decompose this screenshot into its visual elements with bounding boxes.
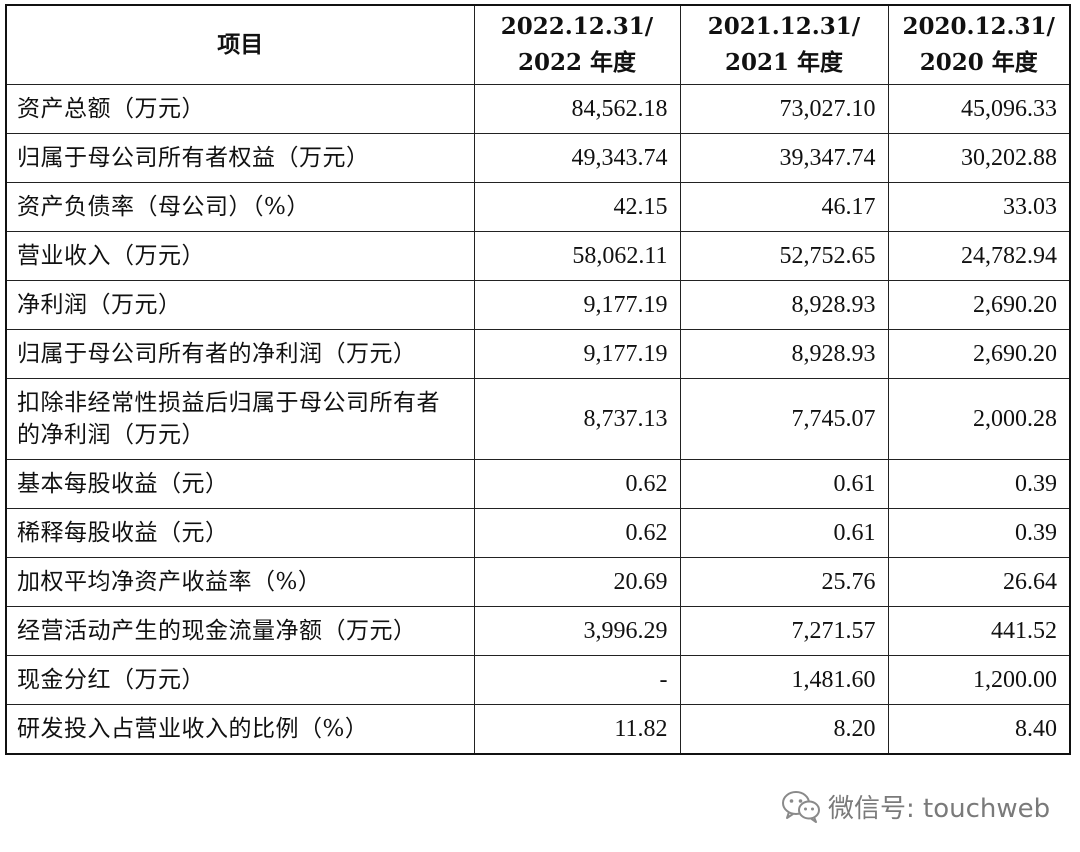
row-label: 归属于母公司所有者的净利润（万元） [5, 329, 475, 379]
cell-2021: 73,027.10 [679, 84, 889, 134]
row-label: 经营活动产生的现金流量净额（万元） [5, 606, 475, 656]
row-label: 现金分红（万元） [5, 655, 475, 705]
cell-2021: 8.20 [679, 704, 889, 755]
table-row: 净利润（万元） 9,177.19 8,928.93 2,690.20 [5, 280, 1071, 330]
financial-summary-table: 项目 2022.12.31/ 2022 年度 2021.12.31/ 2021 … [5, 4, 1071, 755]
row-label: 净利润（万元） [5, 280, 475, 330]
cell-2021: 25.76 [679, 557, 889, 607]
table-row: 资产总额（万元） 84,562.18 73,027.10 45,096.33 [5, 84, 1071, 134]
cell-2022: 58,062.11 [473, 231, 681, 281]
cell-2021: 52,752.65 [679, 231, 889, 281]
table-header-row: 项目 2022.12.31/ 2022 年度 2021.12.31/ 2021 … [5, 4, 1071, 85]
cell-2021: 46.17 [679, 182, 889, 232]
header-item: 项目 [5, 4, 475, 85]
cell-2022: 8,737.13 [473, 378, 681, 460]
cell-2020: 33.03 [887, 182, 1071, 232]
table-row: 经营活动产生的现金流量净额（万元） 3,996.29 7,271.57 441.… [5, 606, 1071, 656]
cell-2020: 30,202.88 [887, 133, 1071, 183]
table-row: 资产负债率（母公司）（%） 42.15 46.17 33.03 [5, 182, 1071, 232]
row-label: 研发投入占营业收入的比例（%） [5, 704, 475, 755]
cell-2022: 9,177.19 [473, 329, 681, 379]
cell-2020: 2,000.28 [887, 378, 1071, 460]
cell-2022: 0.62 [473, 459, 681, 509]
cell-2022: 0.62 [473, 508, 681, 558]
header-period-2020: 2020.12.31/ 2020 年度 [887, 4, 1071, 85]
cell-2020: 26.64 [887, 557, 1071, 607]
cell-2020: 2,690.20 [887, 280, 1071, 330]
row-label: 资产总额（万元） [5, 84, 475, 134]
table-row: 基本每股收益（元） 0.62 0.61 0.39 [5, 459, 1071, 509]
table-row: 稀释每股收益（元） 0.62 0.61 0.39 [5, 508, 1071, 558]
cell-2021: 7,271.57 [679, 606, 889, 656]
watermark-text: 微信号: touchweb [828, 793, 1051, 824]
cell-2020: 0.39 [887, 459, 1071, 509]
row-label: 资产负债率（母公司）（%） [5, 182, 475, 232]
row-label: 归属于母公司所有者权益（万元） [5, 133, 475, 183]
cell-2022: - [473, 655, 681, 705]
table-row: 研发投入占营业收入的比例（%） 11.82 8.20 8.40 [5, 704, 1071, 755]
cell-2020: 45,096.33 [887, 84, 1071, 134]
table-row: 加权平均净资产收益率（%） 20.69 25.76 26.64 [5, 557, 1071, 607]
header-period-2022: 2022.12.31/ 2022 年度 [473, 4, 681, 85]
header-period-2021: 2021.12.31/ 2021 年度 [679, 4, 889, 85]
cell-2022: 42.15 [473, 182, 681, 232]
cell-2021: 8,928.93 [679, 329, 889, 379]
cell-2022: 3,996.29 [473, 606, 681, 656]
cell-2020: 441.52 [887, 606, 1071, 656]
cell-2020: 24,782.94 [887, 231, 1071, 281]
cell-2022: 49,343.74 [473, 133, 681, 183]
cell-2021: 1,481.60 [679, 655, 889, 705]
table-row: 扣除非经常性损益后归属于母公司所有者的净利润（万元） 8,737.13 7,74… [5, 378, 1071, 460]
wechat-icon [782, 791, 820, 823]
cell-2022: 20.69 [473, 557, 681, 607]
cell-2021: 39,347.74 [679, 133, 889, 183]
cell-2020: 8.40 [887, 704, 1071, 755]
row-label: 稀释每股收益（元） [5, 508, 475, 558]
cell-2021: 8,928.93 [679, 280, 889, 330]
cell-2022: 84,562.18 [473, 84, 681, 134]
cell-2021: 0.61 [679, 508, 889, 558]
row-label: 基本每股收益（元） [5, 459, 475, 509]
cell-2021: 0.61 [679, 459, 889, 509]
cell-2022: 11.82 [473, 704, 681, 755]
cell-2020: 2,690.20 [887, 329, 1071, 379]
row-label: 营业收入（万元） [5, 231, 475, 281]
table-row: 归属于母公司所有者权益（万元） 49,343.74 39,347.74 30,2… [5, 133, 1071, 183]
table-row: 营业收入（万元） 58,062.11 52,752.65 24,782.94 [5, 231, 1071, 281]
cell-2020: 1,200.00 [887, 655, 1071, 705]
watermark: 微信号: touchweb [780, 786, 1050, 826]
cell-2020: 0.39 [887, 508, 1071, 558]
row-label: 扣除非经常性损益后归属于母公司所有者的净利润（万元） [5, 378, 475, 460]
table-row: 现金分红（万元） - 1,481.60 1,200.00 [5, 655, 1071, 705]
cell-2022: 9,177.19 [473, 280, 681, 330]
cell-2021: 7,745.07 [679, 378, 889, 460]
financial-summary-table-container: 项目 2022.12.31/ 2022 年度 2021.12.31/ 2021 … [5, 4, 1071, 755]
table-row: 归属于母公司所有者的净利润（万元） 9,177.19 8,928.93 2,69… [5, 329, 1071, 379]
row-label: 加权平均净资产收益率（%） [5, 557, 475, 607]
